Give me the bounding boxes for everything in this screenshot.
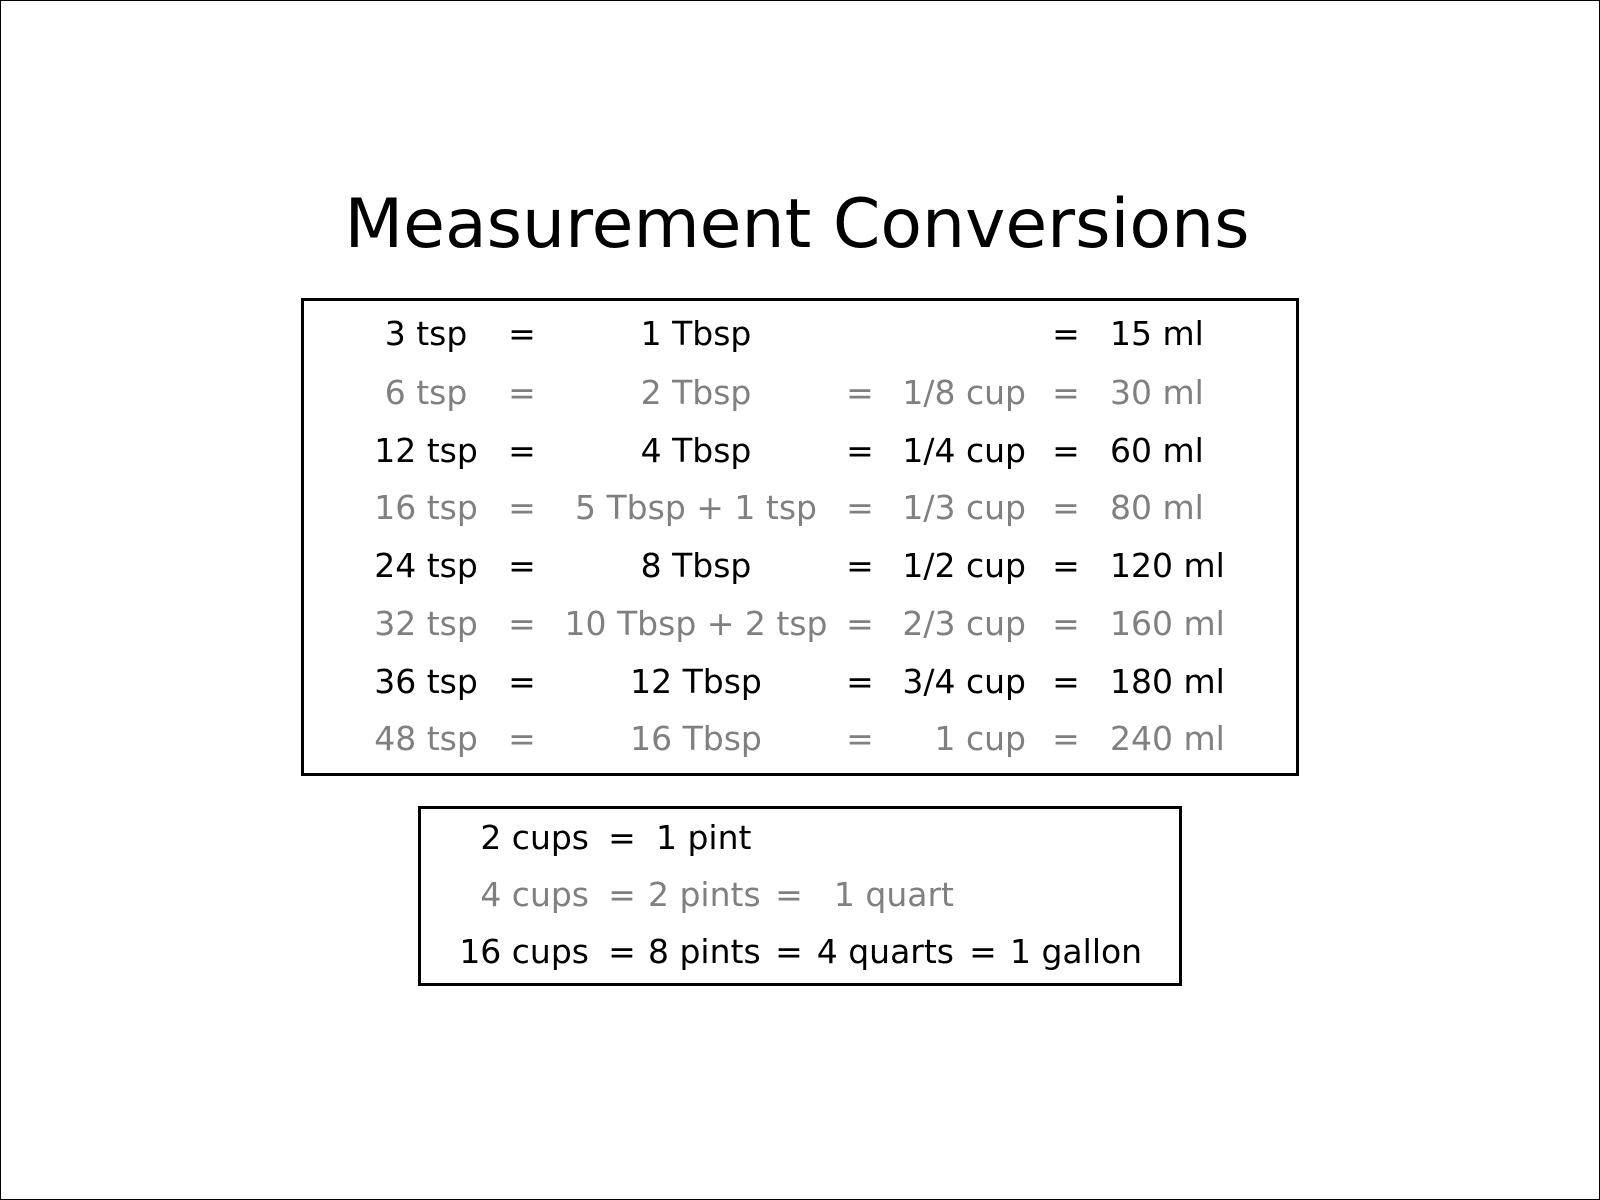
equals-sign: = [508, 662, 536, 701]
cup-value: 1/3 cup [902, 488, 1026, 527]
equals-sign: = [1052, 662, 1080, 701]
equals-sign: = [508, 488, 536, 527]
equals-sign: = [846, 431, 874, 470]
tsp-value: 16 tsp [374, 488, 478, 527]
quarts-value: 4 quarts [816, 932, 954, 971]
cup-value: 1/8 cup [902, 373, 1026, 412]
equals-sign: = [846, 488, 874, 527]
ml-value: 160 ml [1110, 604, 1225, 643]
equals-sign: = [1052, 373, 1080, 412]
cup-value: 3/4 cup [902, 662, 1026, 701]
equals-sign: = [1052, 604, 1080, 643]
ml-value: 15 ml [1110, 314, 1204, 353]
cup-value: 1/2 cup [902, 546, 1026, 585]
pints-value: 1 pint [656, 818, 752, 857]
tbsp-value: 16 Tbsp [630, 719, 762, 758]
ml-value: 60 ml [1110, 431, 1204, 470]
equals-sign: = [846, 373, 874, 412]
equals-sign: = [508, 373, 536, 412]
tbsp-value: 1 Tbsp [640, 314, 752, 353]
tsp-value: 6 tsp [384, 373, 468, 412]
equals-sign: = [608, 818, 636, 857]
ml-value: 180 ml [1110, 662, 1225, 701]
ml-value: 80 ml [1110, 488, 1204, 527]
equals-sign: = [1052, 488, 1080, 527]
equals-sign: = [508, 604, 536, 643]
ml-value: 30 ml [1110, 373, 1204, 412]
page-title: Measurement Conversions [344, 185, 1250, 264]
tsp-value: 12 tsp [374, 431, 478, 470]
equals-sign: = [608, 932, 636, 971]
equals-sign: = [846, 546, 874, 585]
quarts-value: 1 quart [833, 875, 954, 914]
tsp-value: 24 tsp [374, 546, 478, 585]
equals-sign: = [846, 604, 874, 643]
tbsp-value: 2 Tbsp [640, 373, 752, 412]
volume-conversion-table [301, 298, 1299, 776]
equals-sign: = [775, 932, 803, 971]
cups-value: 2 cups [480, 818, 589, 857]
tbsp-value: 4 Tbsp [640, 431, 752, 470]
cup-value: 2/3 cup [902, 604, 1026, 643]
equals-sign: = [508, 546, 536, 585]
cup-value: 1/4 cup [902, 431, 1026, 470]
liquid-conversion-table [418, 806, 1182, 986]
cups-value: 4 cups [480, 875, 589, 914]
equals-sign: = [608, 875, 636, 914]
cups-value: 16 cups [459, 932, 589, 971]
tsp-value: 32 tsp [374, 604, 478, 643]
pints-value: 8 pints [648, 932, 761, 971]
ml-value: 240 ml [1110, 719, 1225, 758]
equals-sign: = [1052, 431, 1080, 470]
equals-sign: = [1052, 546, 1080, 585]
ml-value: 120 ml [1110, 546, 1225, 585]
equals-sign: = [1052, 314, 1080, 353]
pints-value: 2 pints [648, 875, 761, 914]
equals-sign: = [775, 875, 803, 914]
equals-sign: = [508, 719, 536, 758]
tbsp-value: 8 Tbsp [640, 546, 752, 585]
tsp-value: 36 tsp [374, 662, 478, 701]
tsp-value: 3 tsp [384, 314, 468, 353]
tsp-value: 48 tsp [374, 719, 478, 758]
tbsp-value: 10 Tbsp + 2 tsp [564, 604, 828, 643]
equals-sign: = [846, 719, 874, 758]
tbsp-value: 5 Tbsp + 1 tsp [575, 488, 817, 527]
gallon-value: 1 gallon [1010, 932, 1143, 971]
cup-value: 1 cup [934, 719, 1027, 758]
equals-sign: = [969, 932, 997, 971]
tbsp-value: 12 Tbsp [630, 662, 762, 701]
equals-sign: = [508, 431, 536, 470]
equals-sign: = [1052, 719, 1080, 758]
equals-sign: = [508, 314, 536, 353]
equals-sign: = [846, 662, 874, 701]
